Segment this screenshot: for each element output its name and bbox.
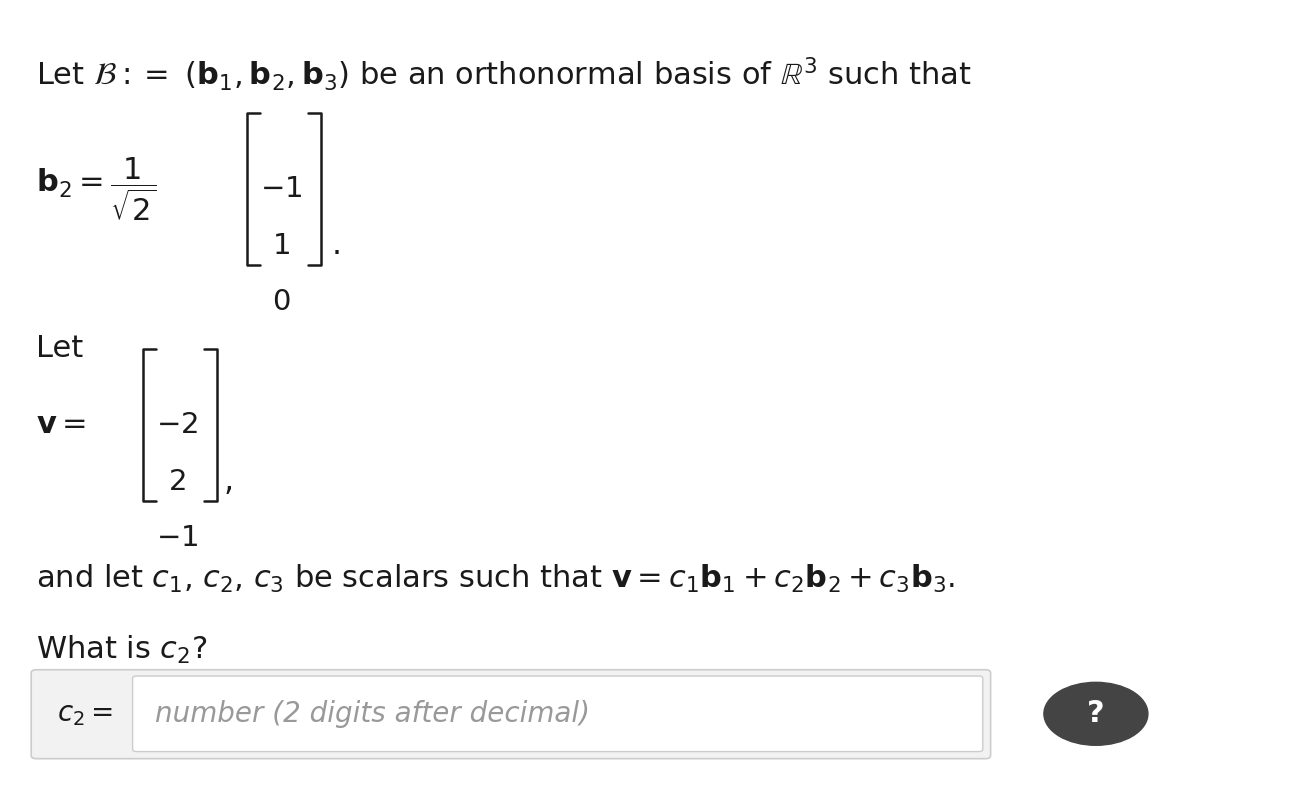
Text: and let $c_1$, $c_2$, $c_3$ be scalars such that $\mathbf{v} = c_1\mathbf{b}_1 +: and let $c_1$, $c_2$, $c_3$ be scalars s…: [36, 563, 955, 595]
Text: ?: ?: [1087, 700, 1105, 728]
Text: $-1$: $-1$: [260, 175, 302, 203]
Text: $\mathbf{b}_2 = \dfrac{1}{\sqrt{2}}$: $\mathbf{b}_2 = \dfrac{1}{\sqrt{2}}$: [36, 155, 157, 223]
FancyBboxPatch shape: [133, 676, 983, 752]
FancyBboxPatch shape: [31, 670, 991, 759]
Text: $1$: $1$: [272, 231, 290, 260]
Text: Let $\mathcal{B} :=$ $(\mathbf{b}_1, \mathbf{b}_2, \mathbf{b}_3)$ be an orthonor: Let $\mathcal{B} :=$ $(\mathbf{b}_1, \ma…: [36, 55, 972, 93]
Text: ,: ,: [224, 466, 234, 497]
Text: $-1$: $-1$: [156, 524, 198, 552]
Circle shape: [1044, 682, 1148, 745]
Text: $0$: $0$: [272, 288, 290, 316]
Text: .: .: [332, 230, 342, 261]
Text: $c_2 =$: $c_2 =$: [57, 700, 113, 728]
Text: $2$: $2$: [168, 467, 186, 496]
Text: $\mathbf{v} =$: $\mathbf{v} =$: [36, 411, 87, 439]
Text: $-2$: $-2$: [156, 411, 198, 439]
Text: Let: Let: [36, 334, 83, 364]
Text: number (2 digits after decimal): number (2 digits after decimal): [155, 700, 590, 728]
Text: What is $c_2$?: What is $c_2$?: [36, 634, 208, 666]
